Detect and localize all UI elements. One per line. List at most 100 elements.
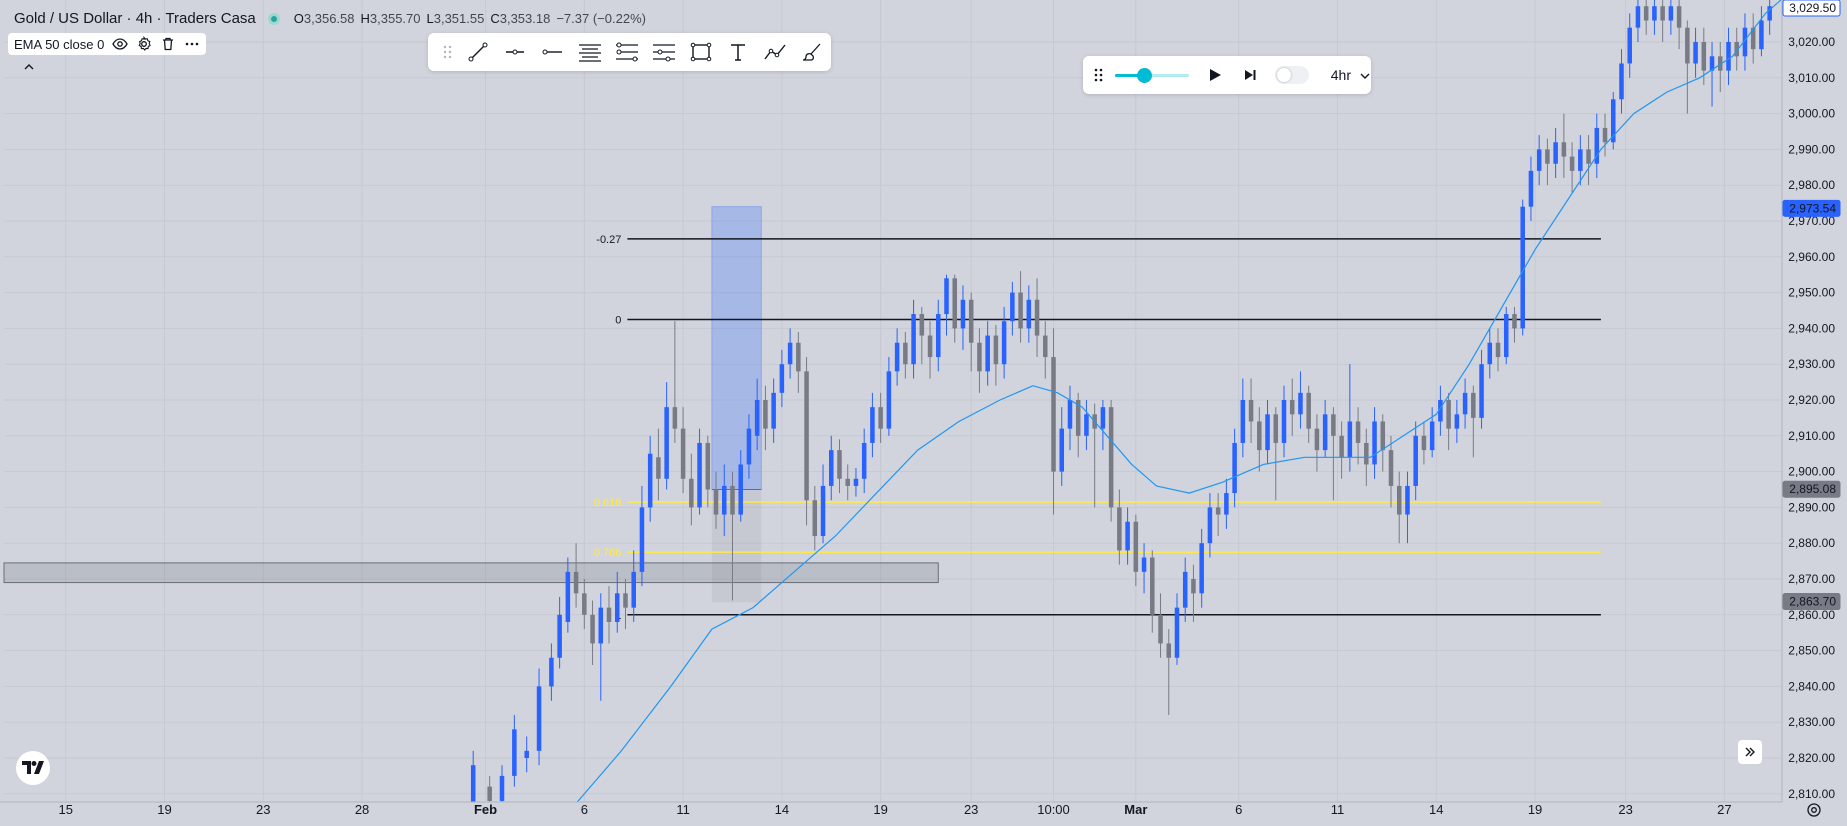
candle-body	[1619, 63, 1624, 100]
replay-control-panel[interactable]: 4hr	[1083, 56, 1371, 94]
time-tick-label: 19	[157, 802, 171, 817]
price-tick-label: 2,860.00	[1788, 608, 1835, 622]
candle	[1586, 135, 1591, 186]
brush-icon[interactable]	[794, 33, 831, 71]
play-icon[interactable]	[1197, 57, 1232, 93]
candle	[820, 464, 826, 544]
text-icon[interactable]	[720, 33, 757, 71]
candle-body	[1075, 400, 1081, 436]
candle-body	[911, 314, 916, 365]
ray-icon[interactable]	[534, 33, 571, 71]
candle	[1693, 27, 1698, 78]
candle	[779, 349, 785, 408]
candle	[1380, 414, 1386, 472]
horizontal-ray-icon[interactable]	[497, 33, 534, 71]
time-tick-label: 23	[256, 802, 270, 817]
candle	[1512, 306, 1517, 343]
candle	[1084, 400, 1089, 451]
replay-toggle[interactable]	[1275, 66, 1309, 84]
candle-body	[1536, 149, 1542, 171]
candle-body	[1602, 127, 1608, 143]
eye-icon[interactable]	[112, 36, 129, 52]
gear-icon[interactable]	[136, 36, 152, 52]
replay-speed-knob[interactable]	[1137, 68, 1153, 83]
candle-body	[1767, 6, 1772, 21]
candle-body	[1355, 421, 1361, 443]
price-tick-label: 2,850.00	[1788, 644, 1835, 658]
candle	[1718, 42, 1723, 93]
fib-levels-icon[interactable]	[645, 33, 682, 71]
replay-toggle-knob	[1277, 68, 1292, 82]
candle	[1405, 471, 1410, 544]
trash-icon[interactable]	[160, 36, 176, 52]
candle	[721, 464, 727, 537]
price-tick-label: 2,870.00	[1788, 572, 1835, 586]
candle-body	[536, 686, 542, 751]
candle	[623, 579, 628, 630]
candle	[680, 407, 686, 494]
path-icon[interactable]	[757, 33, 794, 71]
candle	[1750, 13, 1756, 64]
position-stop-zone	[711, 489, 762, 603]
toolbar-drag-handle-icon[interactable]	[436, 33, 459, 71]
candle	[1734, 27, 1739, 71]
candle	[1487, 328, 1493, 379]
candle	[1026, 285, 1032, 343]
candle-body	[894, 342, 900, 372]
candle-body	[582, 593, 587, 615]
trend-line-icon[interactable]	[459, 33, 496, 71]
axis-settings-gear-icon[interactable]	[1804, 800, 1824, 820]
replay-timeframe[interactable]: 4hr	[1330, 67, 1351, 83]
candle	[977, 328, 982, 393]
candle	[689, 453, 694, 526]
position-target-zone	[711, 206, 762, 490]
candle-body	[1314, 428, 1320, 451]
rectangle-icon[interactable]	[682, 33, 719, 71]
price-tick-label: 2,940.00	[1788, 321, 1835, 335]
candle-body	[1545, 149, 1550, 164]
candle	[1306, 385, 1311, 443]
candle-body	[853, 478, 859, 486]
candle	[845, 464, 850, 501]
price-axis-background	[1782, 0, 1847, 826]
more-icon[interactable]	[184, 36, 200, 52]
symbol-legend[interactable]: Gold / US Dollar · 4h · Traders Casa O3,…	[14, 10, 646, 27]
candle-body	[565, 571, 571, 622]
candle	[886, 357, 892, 436]
candle-body	[1520, 206, 1525, 329]
candle	[1635, 0, 1641, 42]
drawing-toolbar[interactable]	[428, 33, 831, 71]
candle-body	[1709, 56, 1715, 71]
replay-speed-slider[interactable]	[1114, 65, 1189, 85]
candle	[1001, 306, 1007, 379]
grid-lines	[4, 0, 1782, 802]
candle	[1660, 0, 1665, 42]
candle-body	[1051, 357, 1056, 472]
candle	[829, 435, 834, 501]
tradingview-logo-icon[interactable]	[16, 751, 50, 785]
candle	[1331, 407, 1336, 501]
fib-retracement-icon[interactable]	[608, 33, 645, 71]
replay-drag-handle-icon[interactable]	[1087, 67, 1111, 83]
candle-body	[1553, 142, 1558, 164]
candle-body	[1471, 392, 1476, 418]
candle-body	[1322, 414, 1328, 451]
collapse-legend-icon[interactable]	[22, 60, 36, 74]
chevron-down-icon[interactable]	[1359, 69, 1371, 81]
candle-body	[1010, 292, 1015, 322]
step-forward-icon[interactable]	[1232, 57, 1267, 93]
scroll-to-realtime-icon[interactable]	[1738, 740, 1762, 764]
time-tick-label: 6	[581, 802, 588, 817]
candle	[1018, 271, 1023, 343]
candle-body	[1660, 6, 1665, 21]
price-badge-label: 3,029.50	[1789, 1, 1836, 15]
candle	[582, 579, 587, 630]
candle-body	[1141, 557, 1147, 572]
candle	[1322, 400, 1328, 458]
parallel-lines-icon[interactable]	[571, 33, 608, 71]
candle	[730, 471, 735, 601]
candle	[837, 439, 842, 494]
ema-indicator-legend[interactable]: EMA 50 close 0	[8, 33, 207, 55]
